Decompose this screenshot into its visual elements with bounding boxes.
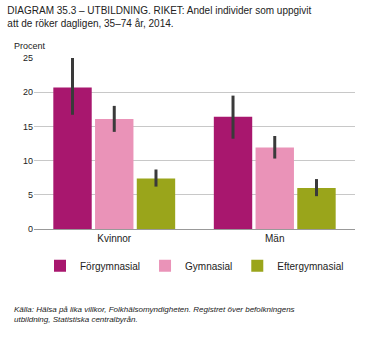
- svg-text:10: 10: [23, 156, 33, 166]
- svg-text:DIAGRAM 35.3 – UTBILDNING. RIK: DIAGRAM 35.3 – UTBILDNING. RIKET: Andel …: [7, 5, 311, 29]
- svg-text:25: 25: [23, 53, 33, 63]
- svg-text:Män: Män: [265, 233, 284, 244]
- svg-text:20: 20: [23, 87, 33, 97]
- svg-text:Förgymnasial: Förgymnasial: [80, 261, 140, 272]
- svg-text:Gymnasial: Gymnasial: [185, 261, 232, 272]
- svg-text:Källa: Hälsa på lika villkor,: Källa: Hälsa på lika villkor, Folkhälsom…: [14, 305, 295, 324]
- svg-text:Kvinnor: Kvinnor: [97, 233, 132, 244]
- svg-text:0: 0: [28, 224, 33, 234]
- svg-text:Procent: Procent: [14, 41, 46, 51]
- svg-text:15: 15: [23, 122, 33, 132]
- svg-text:5: 5: [28, 190, 33, 200]
- svg-text:Eftergymnasial: Eftergymnasial: [277, 261, 343, 272]
